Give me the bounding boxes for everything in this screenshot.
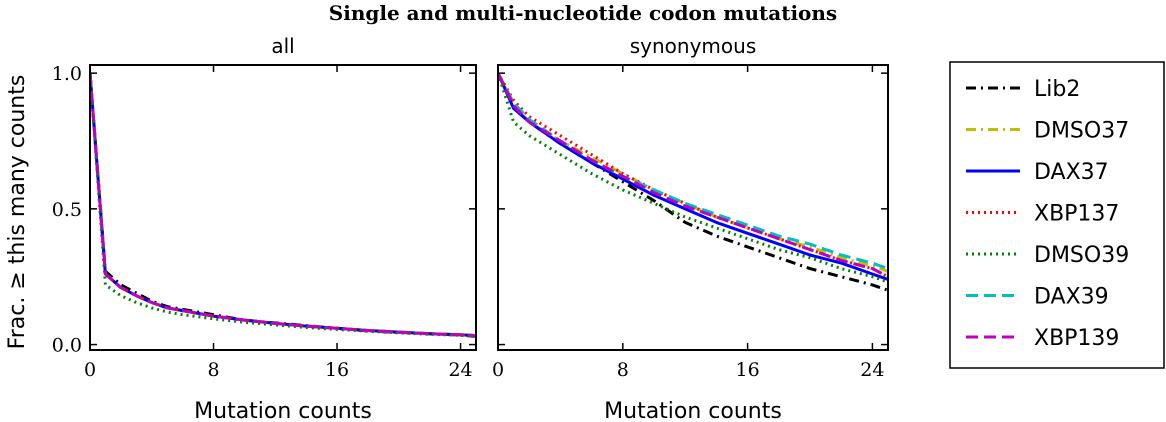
series-group-synonymous bbox=[498, 72, 888, 292]
series-line-synonymous-xbp139 bbox=[498, 72, 888, 279]
series-line-synonymous-dax37 bbox=[498, 72, 888, 281]
series-line-all-lib2 bbox=[90, 72, 476, 338]
series-line-all-xbp137 bbox=[90, 72, 476, 338]
series-line-synonymous-dmso37 bbox=[498, 72, 888, 273]
legend-item-dmso37: DMSO37 bbox=[966, 119, 1129, 144]
x-tick-label: 16 bbox=[325, 359, 349, 381]
series-line-all-dmso39 bbox=[90, 72, 476, 338]
legend-item-lib2: Lib2 bbox=[966, 77, 1080, 102]
legend-label: XBP139 bbox=[1034, 326, 1119, 351]
y-tick-label: 0.0 bbox=[52, 335, 82, 357]
x-tick-label: 24 bbox=[860, 359, 884, 381]
panel-title-synonymous: synonymous bbox=[630, 34, 757, 58]
legend-item-xbp137: XBP137 bbox=[966, 202, 1119, 227]
series-line-synonymous-dax39 bbox=[498, 72, 888, 271]
legend-item-dax37: DAX37 bbox=[966, 160, 1109, 185]
legend-label: DMSO37 bbox=[1034, 119, 1129, 144]
x-tick-label: 0 bbox=[492, 359, 504, 381]
x-tick-label: 8 bbox=[617, 359, 629, 381]
y-tick-label: 0.5 bbox=[52, 199, 82, 221]
series-line-synonymous-xbp137 bbox=[498, 72, 888, 279]
series-line-synonymous-dmso39 bbox=[498, 72, 888, 284]
x-tick-label: 24 bbox=[448, 359, 472, 381]
series-group-all bbox=[90, 72, 476, 338]
panel-title-all: all bbox=[271, 34, 294, 58]
plot-frame-synonymous bbox=[497, 64, 889, 351]
legend-label: DMSO39 bbox=[1034, 243, 1129, 268]
legend-label: DAX37 bbox=[1034, 160, 1109, 185]
y-tick-label: 1.0 bbox=[52, 63, 82, 85]
legend-label: DAX39 bbox=[1034, 285, 1109, 310]
x-tick-label: 16 bbox=[736, 359, 760, 381]
legend: Lib2 DMSO37 DAX37 XBP137 DMSO39 DAX39 XBP139 bbox=[949, 61, 1165, 369]
x-tick-label: 8 bbox=[207, 359, 219, 381]
x-tick-label: 0 bbox=[84, 359, 96, 381]
chart-panel-all: all 0 8 16 24 0.0 0.5 1.0 Mutation counts bbox=[52, 34, 477, 422]
series-line-all-xbp139 bbox=[90, 72, 476, 338]
legend-box bbox=[949, 61, 1165, 369]
legend-item-xbp139: XBP139 bbox=[966, 326, 1119, 351]
legend-label: XBP137 bbox=[1034, 202, 1119, 227]
y-axis-label: Frac. ≥ this many counts bbox=[5, 75, 30, 350]
chart-panel-synonymous: synonymous 0 8 16 24 Mutation counts bbox=[492, 34, 889, 422]
figure-title: Single and multi-nucleotide codon mutati… bbox=[329, 1, 837, 25]
x-axis-label-synonymous: Mutation counts bbox=[604, 399, 782, 422]
series-line-all-dax39 bbox=[90, 72, 476, 338]
series-line-all-dmso37 bbox=[90, 72, 476, 338]
legend-label: Lib2 bbox=[1034, 77, 1080, 102]
plot-frame-all bbox=[89, 64, 477, 351]
legend-item-dmso39: DMSO39 bbox=[966, 243, 1129, 268]
series-line-all-dax37 bbox=[90, 72, 476, 338]
x-axis-label-all: Mutation counts bbox=[194, 399, 372, 422]
legend-item-dax39: DAX39 bbox=[966, 285, 1109, 310]
